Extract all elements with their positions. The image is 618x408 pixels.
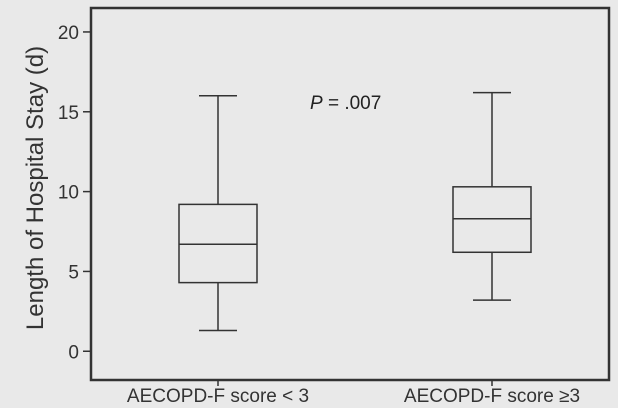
x-axis: AECOPD-F score < 3 AECOPD-F score ≥3 bbox=[127, 380, 580, 407]
p-symbol: P bbox=[310, 93, 323, 114]
box-series bbox=[178, 91, 532, 332]
y-axis: 0 5 10 15 20 bbox=[58, 23, 91, 363]
box-group bbox=[452, 91, 532, 301]
iqr-box bbox=[452, 186, 532, 254]
y-tick-label: 10 bbox=[58, 183, 79, 204]
y-axis-title: Length of Hospital Stay (d) bbox=[22, 46, 49, 330]
plot-frame bbox=[89, 6, 611, 382]
y-tick-label: 15 bbox=[58, 103, 79, 124]
p-value-annotation: P = .007 bbox=[310, 93, 381, 114]
p-value: = .007 bbox=[323, 93, 382, 114]
y-tick-label: 5 bbox=[68, 262, 79, 283]
x-tick-label: AECOPD-F score ≥3 bbox=[404, 386, 580, 407]
y-tick-label: 20 bbox=[58, 23, 79, 44]
box-group bbox=[178, 95, 258, 332]
iqr-box bbox=[178, 203, 258, 284]
x-tick-label: AECOPD-F score < 3 bbox=[127, 386, 309, 407]
y-tick-label: 0 bbox=[68, 342, 79, 363]
